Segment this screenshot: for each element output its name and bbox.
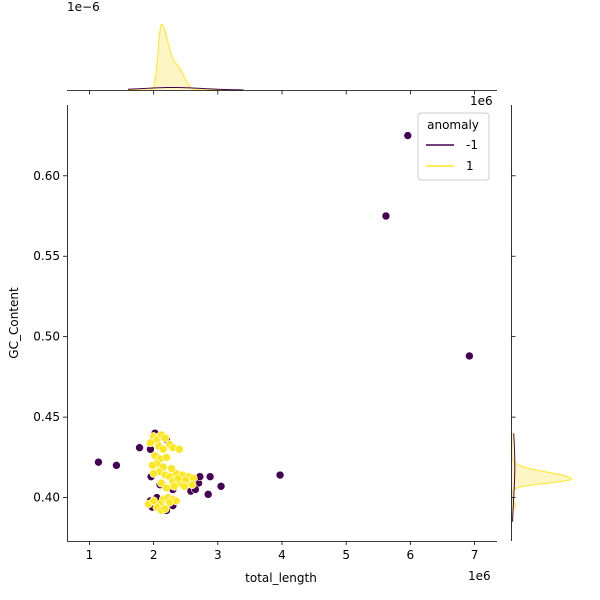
scatter-points [94, 131, 474, 515]
x-tick-label: 7 [471, 548, 479, 562]
x-tick-label: 2 [150, 548, 158, 562]
right-density-fill-normal [512, 433, 572, 522]
x-offset-label: 1e6 [468, 569, 491, 583]
y-ticks: 0.40 0.45 0.50 0.55 0.60 [33, 169, 67, 505]
y-tick-label: 0.55 [33, 249, 60, 263]
scatter-point-normal [149, 496, 158, 506]
x-tick-label: 5 [342, 548, 350, 562]
top-marginal-offset-label: 1e−6 [67, 0, 100, 14]
top-marginal-density [127, 24, 244, 91]
right-density-line-normal [511, 433, 573, 522]
scatter-point-normal [158, 444, 168, 454]
top-density-line-anomaly [127, 86, 244, 91]
scatter-point-normal [167, 464, 176, 473]
scatter-point-anomaly [465, 351, 474, 361]
legend: anomaly -1 1 [417, 112, 490, 181]
top-marginal: 1e−6 [67, 0, 497, 95]
scatter-point-anomaly [403, 131, 413, 140]
scatter-point-anomaly [216, 481, 226, 491]
y-tick-label: 0.50 [33, 330, 60, 344]
scatter-point-anomaly [203, 490, 213, 499]
scatter-point-normal [187, 480, 197, 489]
scatter-point-normal [173, 473, 183, 483]
scatter-point-anomaly [381, 211, 391, 221]
legend-title: anomaly [427, 118, 479, 132]
scatter-point-normal [162, 483, 171, 493]
right-marginal-offset-label: 1e6 [470, 94, 493, 108]
scatter-point-normal [149, 469, 158, 478]
legend-box [417, 112, 490, 181]
right-marginal-density [511, 433, 573, 522]
scatter-point-normal [180, 481, 189, 491]
scatter-point-anomaly [205, 472, 215, 481]
scatter-point-anomaly [135, 443, 144, 452]
right-marginal-ticks [511, 175, 516, 498]
right-density-line-anomaly [512, 433, 516, 522]
y-axis-label: GC_Content [7, 287, 21, 359]
scatter-point-normal [146, 438, 155, 448]
x-tick-label: 4 [278, 548, 286, 562]
x-tick-label: 6 [407, 548, 415, 562]
x-tick-label: 1 [86, 548, 94, 562]
legend-label-normal: 1 [466, 159, 474, 173]
scatter-point-anomaly [112, 461, 121, 470]
top-density-line-normal [127, 24, 244, 91]
y-tick-label: 0.40 [33, 491, 60, 505]
x-axis-label: total_length [245, 571, 317, 585]
scatter-point-normal [175, 444, 184, 454]
legend-label-anomaly: -1 [466, 138, 478, 152]
y-tick-label: 0.45 [33, 410, 60, 424]
scatter-point-normal [171, 496, 181, 506]
scatter-point-normal [160, 504, 170, 514]
scatter-point-normal [162, 453, 171, 462]
top-marginal-ticks [89, 90, 475, 95]
x-tick-label: 3 [214, 548, 222, 562]
scatter-point-anomaly [275, 470, 285, 480]
scatter-point-normal [169, 481, 179, 491]
y-tick-label: 0.60 [33, 169, 60, 183]
x-ticks: 1 2 3 4 5 6 7 [86, 541, 479, 562]
scatter-point-anomaly [94, 457, 103, 467]
right-marginal: 1e6 [470, 94, 573, 541]
scatter-point-normal [148, 461, 157, 470]
top-density-fill-normal [127, 24, 244, 90]
scatter-point-normal [160, 433, 170, 443]
